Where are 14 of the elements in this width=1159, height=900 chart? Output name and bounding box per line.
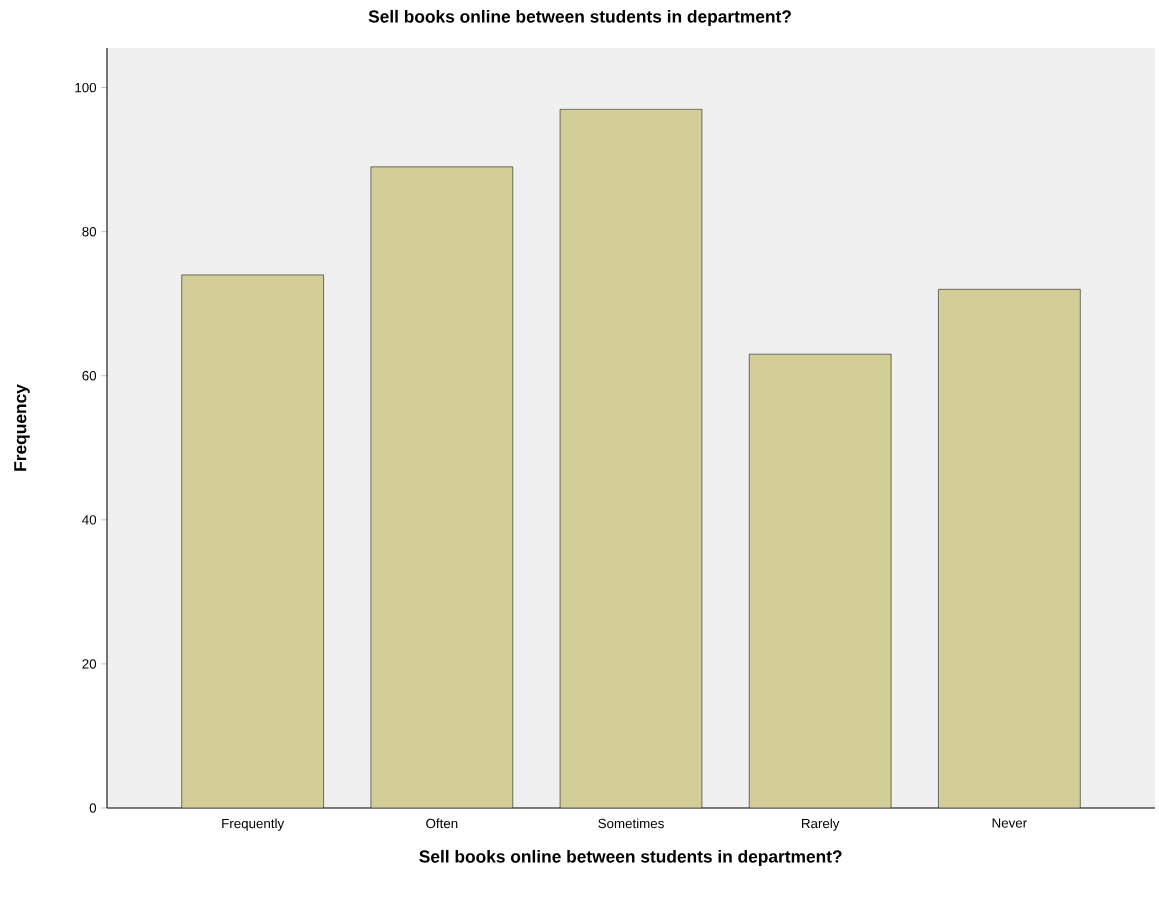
chart-title: Sell books online between students in department? xyxy=(368,9,791,27)
y-tick-label: 40 xyxy=(82,515,97,525)
x-tick-label: Rarely xyxy=(802,818,840,831)
y-tick-label: 0 xyxy=(89,803,97,813)
y-tick-label: 20 xyxy=(82,659,97,669)
x-axis-title: Sell books online between students in department? xyxy=(419,849,842,867)
x-tick-label: Sometimes xyxy=(598,818,664,829)
x-tick-label: Often xyxy=(426,818,458,829)
y-tick-label: 60 xyxy=(82,371,97,381)
x-tick-label: Frequently xyxy=(222,818,285,831)
y-axis-title: Frequency xyxy=(14,384,30,471)
y-tick-label: 80 xyxy=(82,226,97,237)
y-tick-label: 100 xyxy=(75,82,97,93)
x-tick-label: Never xyxy=(992,818,1027,828)
